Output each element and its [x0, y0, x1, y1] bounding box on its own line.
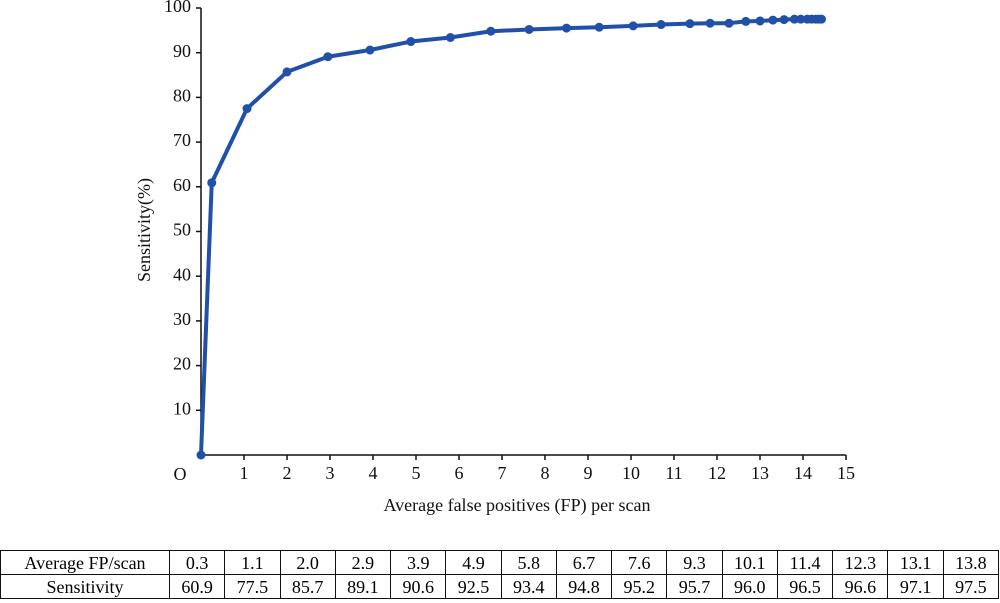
y-tick-label: 90 [173, 41, 191, 61]
point [365, 45, 375, 55]
table-cell: 60.9 [168, 574, 226, 599]
point [656, 20, 666, 30]
y-tick-label: 30 [173, 309, 191, 329]
table-row: Sensitivity 60.9 77.5 85.7 89.1 90.6 92.5 93.4 9… [0, 574, 1000, 599]
y-tick-label: 10 [173, 398, 191, 418]
y-tick-label: 100 [164, 0, 191, 16]
y-tick-label: 80 [173, 86, 191, 106]
point [486, 26, 496, 36]
table-cell: 90.6 [390, 574, 447, 599]
table-cell: 11.4 [776, 550, 834, 575]
y-tick-label: 50 [173, 220, 191, 240]
point [282, 67, 292, 77]
point [705, 18, 715, 28]
point [323, 52, 333, 62]
table-cell: 2.0 [279, 550, 336, 575]
point [755, 16, 765, 26]
y-tick-label: 70 [173, 130, 191, 150]
table-cell: 89.1 [334, 574, 392, 599]
point [562, 23, 571, 33]
table-cell: 12.3 [832, 550, 889, 575]
x-tick-label: 13 [751, 463, 769, 483]
line [199, 17, 822, 456]
point [789, 14, 799, 24]
table-cell: 92.5 [445, 574, 502, 599]
chart: O Average false positives (FP) per scan … [134, 0, 855, 516]
point [779, 15, 789, 25]
table-cell: 7.6 [611, 550, 668, 575]
data-table: Average FP/scan 0.3 1.1 2.0 2.9 3.9 4.9 5.8 6.7 7… [0, 550, 1000, 599]
point [445, 33, 455, 43]
x-axis-label: Average false positives (FP) per scan [383, 495, 650, 516]
table-cell: 3.9 [390, 550, 447, 575]
x-tick-label: 3 [326, 463, 335, 483]
point [816, 14, 826, 24]
x-tick-label: 6 [455, 463, 464, 483]
table-cell: 1.1 [224, 550, 281, 575]
x-tick-label: 10 [622, 463, 640, 483]
x-tick-label: 4 [369, 463, 378, 483]
point [741, 16, 751, 26]
table-cell: 96.0 [721, 574, 778, 599]
table-cell: 4.9 [445, 550, 502, 575]
origin-label: O [174, 464, 187, 484]
point [724, 18, 734, 28]
point [685, 19, 695, 29]
x-tick-label: 9 [584, 463, 593, 483]
x-tick-label: 14 [794, 463, 812, 483]
x-tick-label: 2 [283, 463, 292, 483]
y-tick-label: 40 [173, 264, 191, 284]
table-cell: 13.1 [887, 550, 944, 575]
x-tick-label: 11 [665, 463, 682, 483]
y-axis-label: Sensitivity(%) [134, 178, 155, 282]
point [406, 37, 416, 47]
table-cell: 96.5 [776, 574, 834, 599]
point [594, 22, 604, 32]
row-header: Sensitivity [0, 574, 170, 599]
point [242, 104, 252, 114]
x-tick-label: 1 [240, 463, 249, 483]
table-cell: 97.1 [887, 574, 944, 599]
table-cell: 93.4 [500, 574, 557, 599]
table-row: Average FP/scan 0.3 1.1 2.0 2.9 3.9 4.9 5.8 6.7 7… [0, 550, 1000, 575]
table-cell: 96.6 [832, 574, 889, 599]
point [628, 21, 638, 31]
point [768, 15, 778, 25]
x-tick-label: 7 [498, 463, 507, 483]
table-cell: 77.5 [224, 574, 281, 599]
table-cell: 95.2 [611, 574, 668, 599]
point [196, 450, 206, 460]
table-cell: 2.9 [334, 550, 392, 575]
table-cell: 94.8 [555, 574, 613, 599]
table-cell: 95.7 [666, 574, 723, 599]
table-cell: 85.7 [279, 574, 336, 599]
table-cell: 9.3 [666, 550, 723, 575]
point [796, 14, 806, 24]
x-tick-label: 15 [837, 463, 855, 483]
table-cell: 5.8 [500, 550, 557, 575]
x-tick-label: 12 [708, 463, 726, 483]
y-tick-label: 20 [173, 354, 191, 374]
y-tick-label: 60 [173, 175, 191, 195]
x-tick-label: 5 [412, 463, 421, 483]
table-cell: 0.3 [168, 550, 226, 575]
row-header: Average FP/scan [0, 550, 170, 575]
table-cell: 10.1 [721, 550, 778, 575]
point [524, 24, 534, 34]
table-cell: 13.8 [942, 550, 1000, 575]
table-cell: 6.7 [555, 550, 613, 575]
point [207, 178, 217, 188]
table-cell: 97.5 [942, 574, 1000, 599]
x-tick-label: 8 [541, 463, 550, 483]
